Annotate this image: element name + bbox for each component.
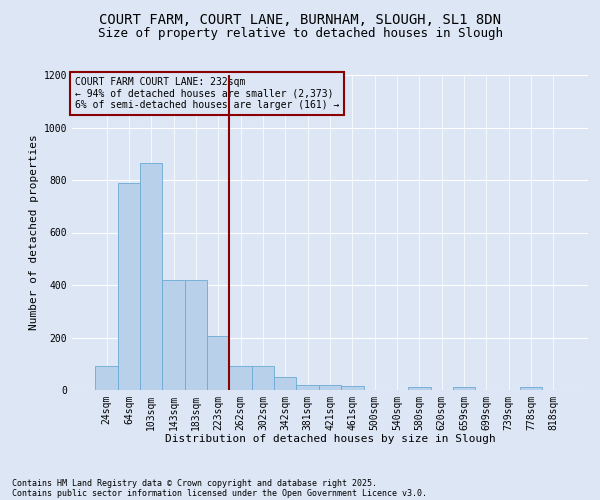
Bar xyxy=(520,388,542,390)
Bar xyxy=(207,336,229,390)
Bar xyxy=(95,366,118,390)
Bar xyxy=(453,388,475,390)
Text: Size of property relative to detached houses in Slough: Size of property relative to detached ho… xyxy=(97,28,503,40)
Bar xyxy=(252,366,274,390)
X-axis label: Distribution of detached houses by size in Slough: Distribution of detached houses by size … xyxy=(164,434,496,444)
Y-axis label: Number of detached properties: Number of detached properties xyxy=(29,134,40,330)
Bar xyxy=(274,377,296,390)
Bar xyxy=(341,386,364,390)
Text: COURT FARM COURT LANE: 232sqm
← 94% of detached houses are smaller (2,373)
6% of: COURT FARM COURT LANE: 232sqm ← 94% of d… xyxy=(74,76,339,110)
Bar xyxy=(163,280,185,390)
Text: Contains public sector information licensed under the Open Government Licence v3: Contains public sector information licen… xyxy=(12,488,427,498)
Bar xyxy=(296,385,319,390)
Bar xyxy=(229,366,252,390)
Bar xyxy=(118,182,140,390)
Text: Contains HM Land Registry data © Crown copyright and database right 2025.: Contains HM Land Registry data © Crown c… xyxy=(12,478,377,488)
Bar xyxy=(319,385,341,390)
Bar xyxy=(140,163,163,390)
Bar xyxy=(408,388,431,390)
Text: COURT FARM, COURT LANE, BURNHAM, SLOUGH, SL1 8DN: COURT FARM, COURT LANE, BURNHAM, SLOUGH,… xyxy=(99,12,501,26)
Bar xyxy=(185,280,207,390)
